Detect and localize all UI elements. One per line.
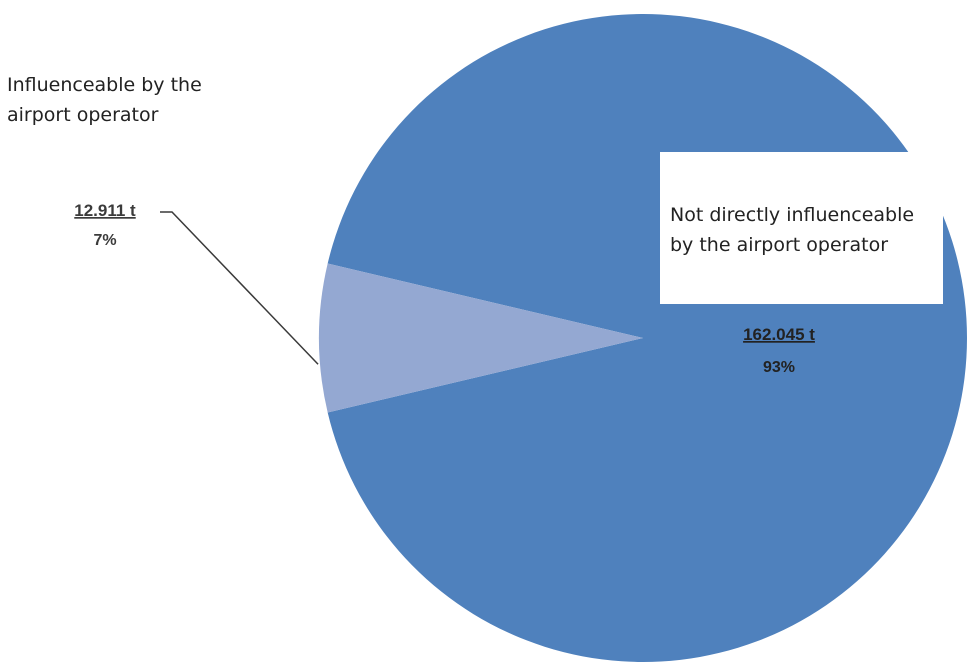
influenceable-category-label: Influenceable by the airport operator	[7, 74, 202, 126]
pie-slice-influenceable	[319, 263, 643, 413]
not-influenceable-callout: Not directly influenceable by the airpor…	[660, 152, 943, 304]
small-slice-percent-label: 7%	[93, 232, 116, 249]
leader-line	[160, 211, 319, 365]
large-slice-value-label: 162.045 t	[743, 325, 815, 344]
not-influenceable-category-label: Not directly influenceable by the airpor…	[670, 204, 915, 256]
small-slice-value-label: 12.911 t	[74, 201, 136, 220]
large-slice-percent-label: 93%	[763, 359, 795, 376]
